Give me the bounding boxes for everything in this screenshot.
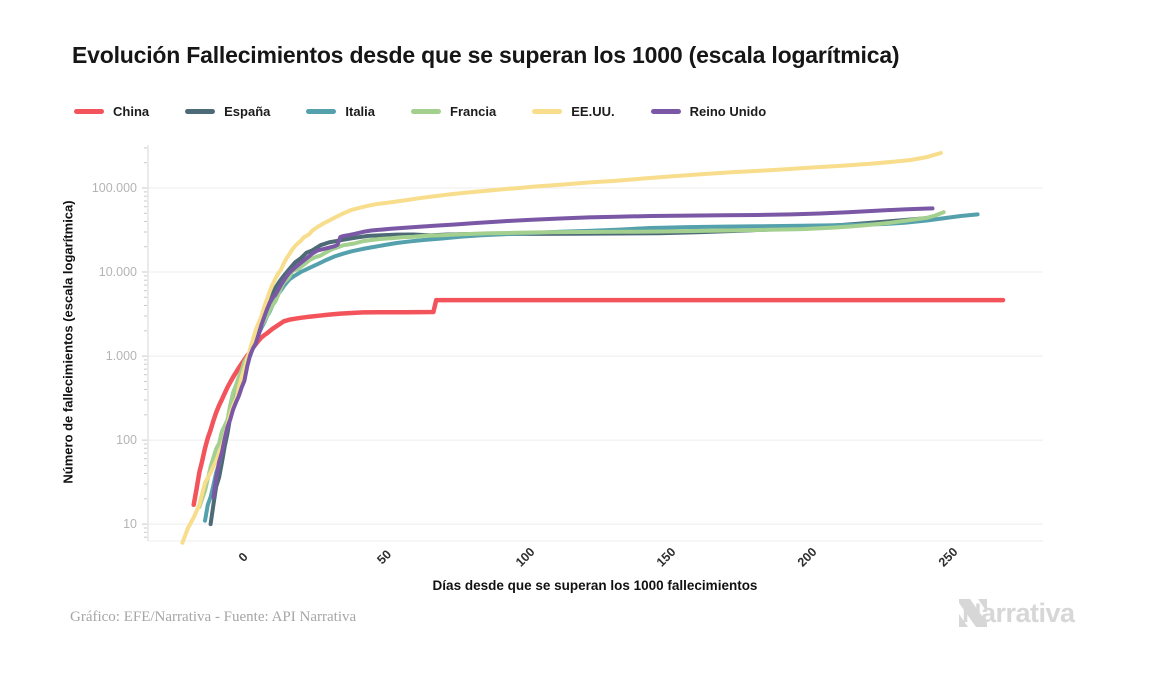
x-tick-label: 200	[795, 545, 820, 570]
legend-swatch-eeuu	[532, 109, 563, 114]
legend-item-espana[interactable]: España	[185, 104, 270, 119]
legend-item-china[interactable]: China	[74, 104, 149, 119]
legend-item-francia[interactable]: Francia	[411, 104, 496, 119]
x-axis-title: Días desde que se superan los 1000 falle…	[432, 578, 758, 593]
series-line-italia	[203, 212, 980, 523]
legend-label-reino-unido: Reino Unido	[689, 104, 767, 119]
narrativa-logo: Narrativa	[958, 598, 1075, 629]
y-tick-label: 100.000	[92, 181, 137, 195]
legend-swatch-china	[74, 109, 104, 114]
series-line-reino-unido	[211, 206, 935, 500]
series-line-eeuu	[180, 151, 943, 545]
narrativa-logo-icon	[959, 599, 987, 627]
y-axis-title: Número de fallecimientos (escala logarít…	[60, 200, 76, 484]
y-tick-label: 10.000	[99, 265, 137, 279]
chart-title: Evolución Fallecimientos desde que se su…	[72, 42, 900, 68]
series-line-china	[191, 297, 1006, 508]
legend-swatch-reino-unido	[650, 109, 681, 114]
y-tick-label: 10	[123, 517, 137, 531]
legend-label-espana: España	[224, 104, 271, 119]
legend-item-italia[interactable]: Italia	[306, 104, 375, 119]
legend-label-china: China	[113, 104, 150, 119]
legend: China España Italia Francia EE.UU. Reino Unid…	[74, 104, 802, 119]
legend-swatch-italia	[306, 109, 337, 114]
x-tick-label: 250	[936, 545, 961, 570]
legend-swatch-francia	[411, 109, 441, 114]
x-tick-label: 50	[374, 547, 394, 567]
legend-swatch-espana	[185, 109, 216, 114]
legend-label-italia: Italia	[345, 104, 375, 119]
x-tick-label: 100	[513, 545, 538, 570]
legend-item-reino-unido[interactable]: Reino Unido	[650, 104, 767, 119]
x-tick-label: 0	[236, 550, 251, 565]
x-tick-label: 150	[654, 545, 679, 570]
source-credit: Gráfico: EFE/Narrativa - Fuente: API Nar…	[70, 609, 357, 625]
y-tick-label: 1.000	[106, 349, 137, 363]
legend-label-eeuu: EE.UU.	[571, 104, 615, 119]
legend-item-eeuu[interactable]: EE.UU.	[532, 104, 615, 119]
series-line-francia	[197, 210, 946, 509]
legend-label-francia: Francia	[450, 104, 497, 119]
y-tick-label: 100	[116, 433, 137, 447]
